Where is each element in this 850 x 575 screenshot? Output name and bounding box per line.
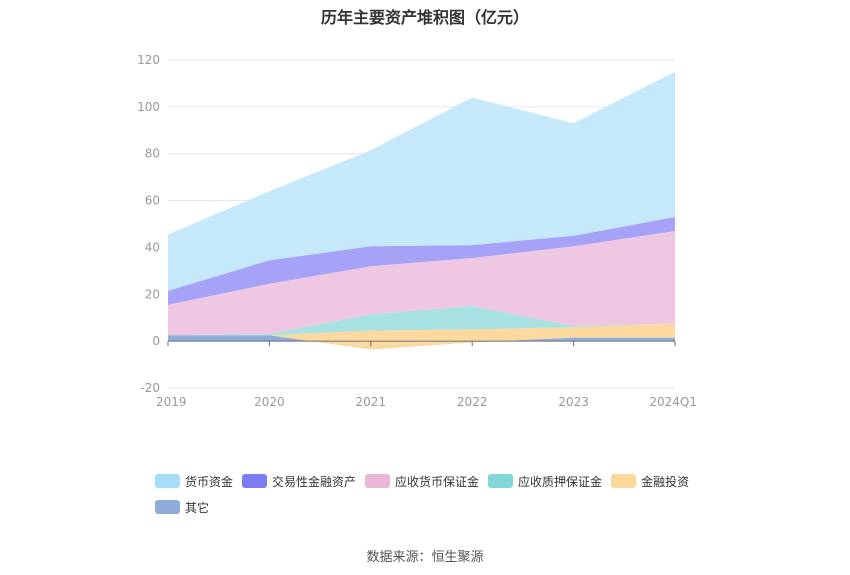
x-tick-label: 2021 xyxy=(356,395,387,409)
y-tick-label: 60 xyxy=(145,194,160,208)
y-tick-label: -20 xyxy=(140,381,160,395)
legend-swatch xyxy=(488,474,514,488)
y-tick-label: 40 xyxy=(145,240,160,254)
legend: 货币资金 交易性金融资产 应收货币保证金 应收质押保证金 金融投资其它 xyxy=(155,472,715,524)
area-series-2 xyxy=(168,306,675,336)
legend-swatch xyxy=(242,474,268,488)
x-tick-label: 2022 xyxy=(457,395,488,409)
legend-item[interactable]: 交易性金融资产 xyxy=(242,472,356,490)
y-tick-label: 20 xyxy=(145,287,160,301)
legend-item[interactable]: 货币资金 xyxy=(155,472,233,490)
legend-swatch xyxy=(611,474,637,488)
y-tick-label: 100 xyxy=(137,100,160,114)
legend-label: 交易性金融资产 xyxy=(272,474,357,489)
legend-item[interactable]: 其它 xyxy=(155,498,209,516)
area-series-4 xyxy=(168,217,675,305)
chart-title: 历年主要资产堆积图（亿元） xyxy=(320,8,529,27)
legend-item[interactable]: 金融投资 xyxy=(611,472,689,490)
legend-label: 应收质押保证金 xyxy=(518,474,603,489)
x-tick-label: 2020 xyxy=(254,395,285,409)
legend-label: 其它 xyxy=(185,500,210,515)
legend-label: 金融投资 xyxy=(641,474,690,489)
area-series-3 xyxy=(168,231,675,336)
x-tick-label: 2023 xyxy=(558,395,589,409)
area-series-5 xyxy=(168,71,675,291)
y-tick-label: 0 xyxy=(152,334,160,348)
legend-swatch xyxy=(155,500,180,514)
y-tick-label: 80 xyxy=(145,147,160,161)
legend-item[interactable]: 应收质押保证金 xyxy=(488,472,602,490)
x-tick-label: 2019 xyxy=(156,395,187,409)
source-note: 数据来源：恒生聚源 xyxy=(366,550,484,565)
area-series-1 xyxy=(168,323,675,350)
legend-label: 货币资金 xyxy=(185,474,234,489)
legend-swatch xyxy=(155,474,180,488)
x-tick-label: 2024Q1 xyxy=(649,395,697,409)
area-series xyxy=(168,71,675,350)
legend-item[interactable]: 应收货币保证金 xyxy=(365,472,479,490)
y-tick-label: 120 xyxy=(137,53,160,67)
legend-swatch xyxy=(365,474,391,488)
legend-label: 应收货币保证金 xyxy=(395,474,480,489)
